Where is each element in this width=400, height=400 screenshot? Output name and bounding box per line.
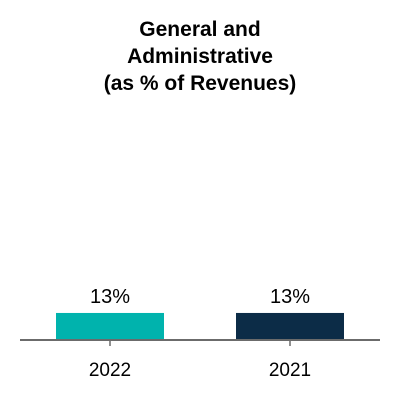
x-tick-label-2021: 2021: [269, 360, 311, 381]
chart-title-line-1: General and: [139, 18, 261, 41]
chart-title: General and Administrative (as % of Reve…: [0, 16, 400, 97]
x-tick-label-2022: 2022: [89, 360, 131, 381]
chart-title-line-2: Administrative: [127, 45, 273, 68]
bar-2022: [56, 312, 164, 340]
data-label-2021: 13%: [270, 286, 310, 308]
bar-2021: [236, 312, 344, 340]
data-label-2022: 13%: [90, 286, 130, 308]
chart-title-line-3: (as % of Revenues): [103, 72, 297, 95]
